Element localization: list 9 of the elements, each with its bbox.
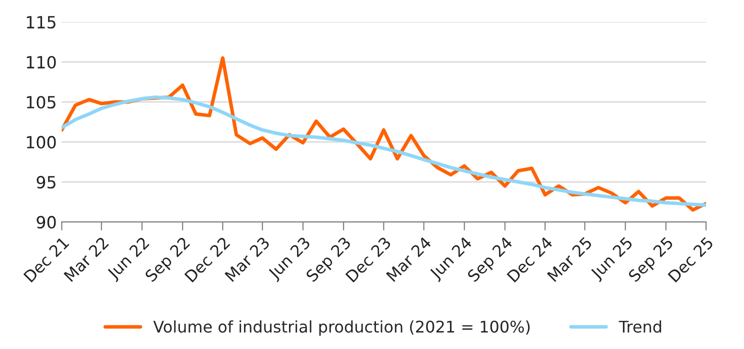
- y-tick-label: 110: [26, 56, 56, 69]
- y-tick-label: 95: [36, 176, 56, 189]
- y-tick-label: 105: [26, 96, 56, 109]
- line-series: [62, 95, 706, 207]
- legend-label: Volume of industrial production (2021 = 100%): [153, 320, 530, 336]
- y-tick-label: 90: [36, 216, 56, 229]
- y-tick-label: 100: [26, 136, 56, 149]
- legend-label: Trend: [618, 320, 662, 333]
- y-tick-label: 115: [26, 16, 56, 29]
